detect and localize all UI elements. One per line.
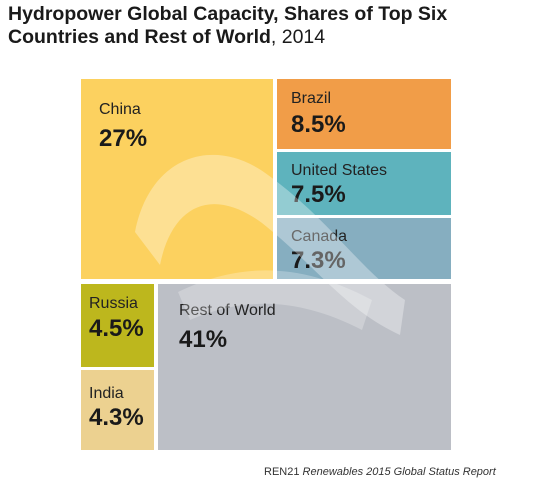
tile-russia: Russia 4.5% bbox=[81, 284, 154, 367]
tile-brazil-value: 8.5% bbox=[291, 111, 346, 138]
tile-canada: Canada 7.3% bbox=[277, 218, 451, 279]
tile-india-label: India bbox=[89, 385, 124, 402]
source-org: REN21 bbox=[264, 466, 300, 478]
tile-china-value: 27% bbox=[99, 125, 148, 152]
tile-united-states-label: United States bbox=[291, 162, 388, 179]
tile-china-label: China bbox=[99, 101, 141, 118]
tile-china: China 27% bbox=[81, 79, 273, 279]
tile-brazil: Brazil 8.5% bbox=[277, 79, 451, 149]
tile-india-value: 4.3% bbox=[89, 404, 144, 431]
tile-united-states-value: 7.5% bbox=[291, 181, 346, 208]
tile-canada-value: 7.3% bbox=[291, 247, 346, 274]
tile-rest-of-world-value: 41% bbox=[179, 326, 228, 353]
tile-russia-label: Russia bbox=[89, 295, 138, 312]
tile-rest-of-world: Rest of World 41% bbox=[158, 284, 451, 450]
tile-india: India 4.3% bbox=[81, 370, 154, 450]
tile-rest-of-world-label: Rest of World bbox=[179, 302, 276, 319]
tile-brazil-label: Brazil bbox=[291, 90, 332, 107]
tile-canada-label: Canada bbox=[291, 228, 348, 245]
tile-russia-value: 4.5% bbox=[89, 315, 144, 342]
chart-title-main: Hydropower Global Capacity, Shares of To… bbox=[8, 3, 448, 48]
source-note: REN21 Renewables 2015 Global Status Repo… bbox=[264, 466, 496, 478]
tile-united-states: United States 7.5% bbox=[277, 152, 451, 215]
chart-title-year: , 2014 bbox=[270, 26, 326, 48]
chart-title: Hydropower Global Capacity, Shares of To… bbox=[8, 3, 543, 49]
source-report: Renewables 2015 Global Status Report bbox=[302, 466, 496, 478]
